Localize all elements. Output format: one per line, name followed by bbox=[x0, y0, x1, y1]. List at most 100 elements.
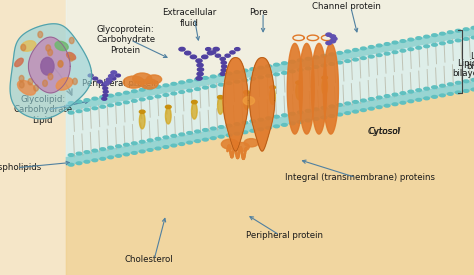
Polygon shape bbox=[66, 81, 474, 165]
Circle shape bbox=[67, 153, 75, 157]
Circle shape bbox=[463, 37, 470, 41]
Circle shape bbox=[210, 84, 217, 88]
Circle shape bbox=[178, 90, 185, 94]
Polygon shape bbox=[311, 43, 327, 134]
Circle shape bbox=[289, 121, 296, 125]
Polygon shape bbox=[28, 37, 70, 93]
Circle shape bbox=[463, 89, 470, 93]
Circle shape bbox=[281, 113, 288, 117]
Circle shape bbox=[455, 29, 462, 33]
Circle shape bbox=[48, 73, 53, 80]
Circle shape bbox=[184, 51, 191, 55]
Circle shape bbox=[107, 103, 114, 107]
Circle shape bbox=[328, 52, 336, 56]
Circle shape bbox=[146, 138, 154, 142]
Circle shape bbox=[131, 99, 138, 103]
Circle shape bbox=[111, 71, 117, 74]
Circle shape bbox=[186, 131, 193, 135]
Ellipse shape bbox=[21, 41, 36, 51]
Circle shape bbox=[304, 119, 312, 123]
Circle shape bbox=[273, 63, 280, 67]
Circle shape bbox=[297, 110, 304, 114]
Circle shape bbox=[233, 132, 240, 136]
Circle shape bbox=[375, 105, 383, 109]
Ellipse shape bbox=[218, 98, 223, 114]
Circle shape bbox=[392, 40, 399, 45]
Circle shape bbox=[455, 90, 462, 95]
Circle shape bbox=[41, 57, 54, 75]
Circle shape bbox=[249, 119, 256, 123]
Ellipse shape bbox=[244, 93, 249, 109]
Circle shape bbox=[218, 95, 223, 99]
Circle shape bbox=[202, 76, 209, 80]
Text: Glycolipid:
Carbohydrate
Lipid: Glycolipid: Carbohydrate Lipid bbox=[13, 95, 72, 125]
Circle shape bbox=[320, 54, 328, 58]
Circle shape bbox=[99, 95, 106, 99]
Circle shape bbox=[194, 129, 201, 133]
Circle shape bbox=[48, 49, 53, 56]
Circle shape bbox=[244, 91, 249, 94]
Circle shape bbox=[241, 130, 248, 134]
Circle shape bbox=[210, 74, 217, 78]
Circle shape bbox=[170, 144, 177, 148]
Circle shape bbox=[249, 67, 256, 71]
Circle shape bbox=[99, 147, 106, 151]
Circle shape bbox=[197, 72, 203, 76]
Circle shape bbox=[162, 135, 169, 139]
Circle shape bbox=[375, 53, 383, 57]
Circle shape bbox=[139, 110, 145, 114]
Circle shape bbox=[170, 92, 177, 96]
Circle shape bbox=[190, 55, 196, 59]
Circle shape bbox=[73, 78, 77, 84]
Circle shape bbox=[97, 80, 102, 83]
Text: Peripheral protein: Peripheral protein bbox=[82, 79, 159, 88]
Ellipse shape bbox=[55, 41, 68, 51]
Ellipse shape bbox=[322, 78, 328, 95]
Circle shape bbox=[38, 31, 43, 38]
Circle shape bbox=[225, 54, 230, 57]
Circle shape bbox=[194, 87, 201, 91]
Circle shape bbox=[226, 72, 233, 76]
Circle shape bbox=[304, 109, 312, 113]
Circle shape bbox=[115, 144, 122, 148]
Circle shape bbox=[273, 115, 280, 119]
Circle shape bbox=[257, 118, 264, 122]
Circle shape bbox=[234, 142, 249, 151]
Circle shape bbox=[320, 116, 328, 120]
Circle shape bbox=[289, 112, 296, 116]
Circle shape bbox=[146, 96, 154, 100]
Circle shape bbox=[218, 82, 225, 87]
Circle shape bbox=[202, 55, 208, 59]
Text: Extracellular
fluid: Extracellular fluid bbox=[163, 8, 217, 28]
Circle shape bbox=[233, 80, 240, 84]
Circle shape bbox=[352, 109, 359, 114]
Circle shape bbox=[336, 112, 343, 117]
Circle shape bbox=[226, 133, 233, 137]
Circle shape bbox=[447, 30, 454, 34]
Circle shape bbox=[207, 51, 213, 55]
Circle shape bbox=[107, 94, 114, 98]
Circle shape bbox=[368, 54, 375, 59]
Circle shape bbox=[91, 106, 99, 110]
Text: Integral (transmembrane) proteins: Integral (transmembrane) proteins bbox=[285, 173, 435, 182]
Circle shape bbox=[431, 85, 438, 89]
Circle shape bbox=[69, 37, 74, 44]
Circle shape bbox=[296, 81, 301, 84]
Circle shape bbox=[213, 47, 219, 51]
Circle shape bbox=[102, 97, 107, 100]
Circle shape bbox=[331, 37, 337, 40]
Circle shape bbox=[328, 62, 336, 66]
Ellipse shape bbox=[165, 108, 171, 124]
Circle shape bbox=[470, 87, 474, 92]
Circle shape bbox=[407, 47, 414, 51]
Circle shape bbox=[320, 64, 328, 68]
Circle shape bbox=[322, 76, 328, 79]
Circle shape bbox=[131, 151, 138, 155]
Circle shape bbox=[226, 123, 233, 128]
Circle shape bbox=[470, 78, 474, 82]
Circle shape bbox=[210, 126, 217, 131]
Text: Glycoprotein:
Carbohydrate
Protein: Glycoprotein: Carbohydrate Protein bbox=[96, 25, 155, 55]
Circle shape bbox=[162, 93, 169, 97]
Circle shape bbox=[399, 101, 406, 105]
Circle shape bbox=[202, 138, 209, 142]
